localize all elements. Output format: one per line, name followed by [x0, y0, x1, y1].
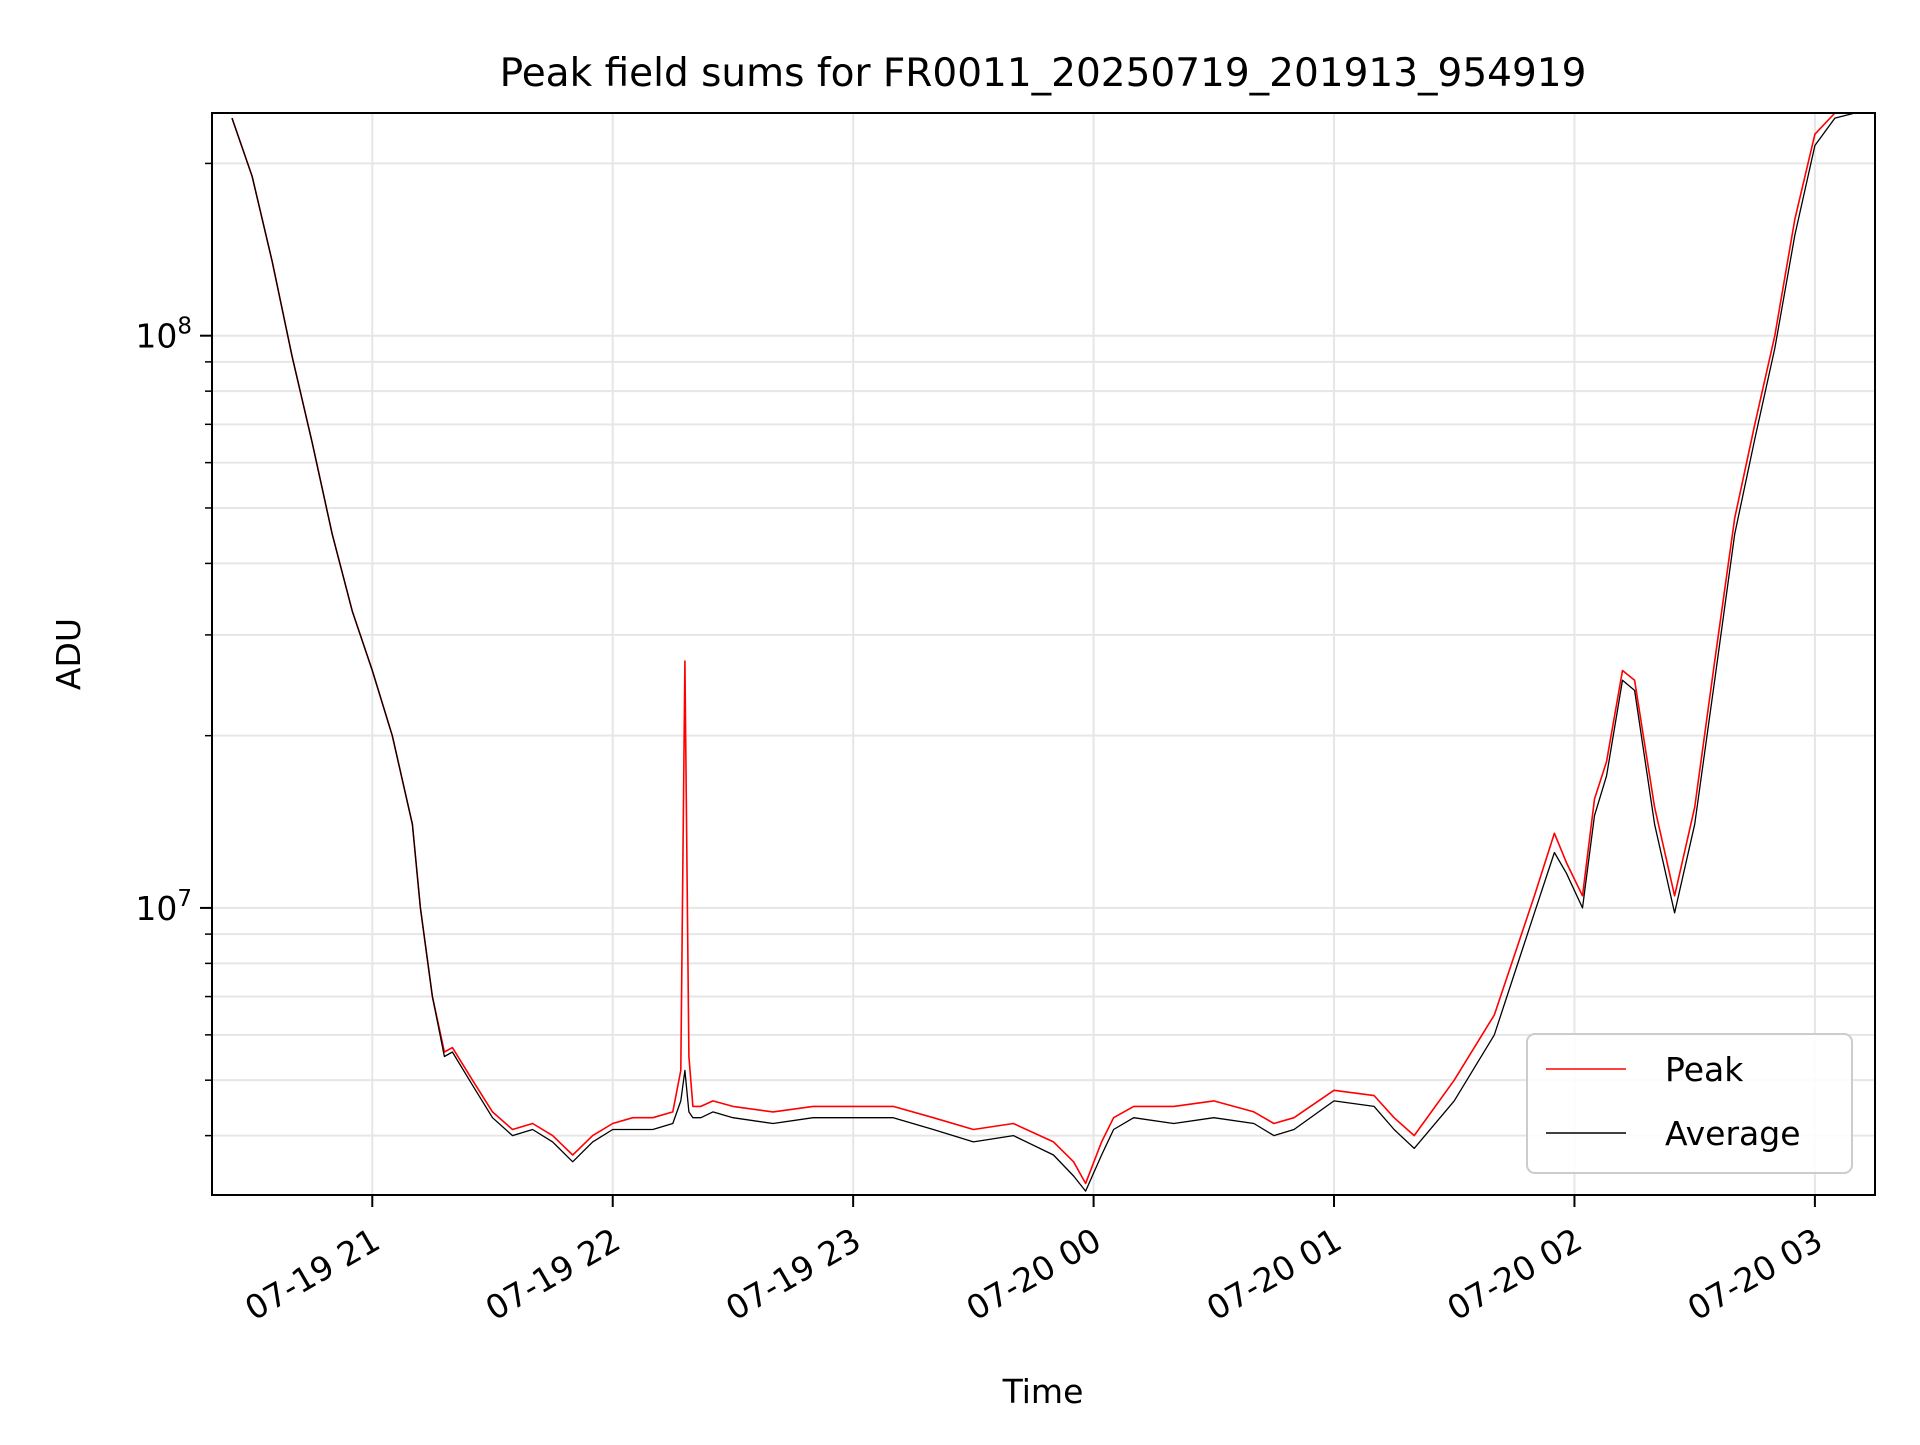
legend-label-peak: Peak — [1665, 1050, 1744, 1089]
y-tick-label: 107 — [135, 886, 192, 928]
y-axis: 107 108 — [135, 162, 212, 1137]
grid-lines — [212, 113, 1875, 1195]
y-axis-label: ADU — [49, 618, 88, 690]
y-tick-label: 108 — [135, 314, 192, 356]
legend: Peak Average — [1526, 1033, 1853, 1174]
plot-series — [231, 112, 1856, 1192]
plot-frame — [211, 112, 1876, 1196]
chart-title: Peak field sums for FR0011_20250719_2019… — [500, 51, 1587, 96]
x-axis-label: Time — [1002, 1372, 1084, 1411]
series-line-peak — [231, 112, 1855, 1185]
legend-label-average: Average — [1665, 1114, 1801, 1153]
series-line-average — [231, 112, 1856, 1192]
